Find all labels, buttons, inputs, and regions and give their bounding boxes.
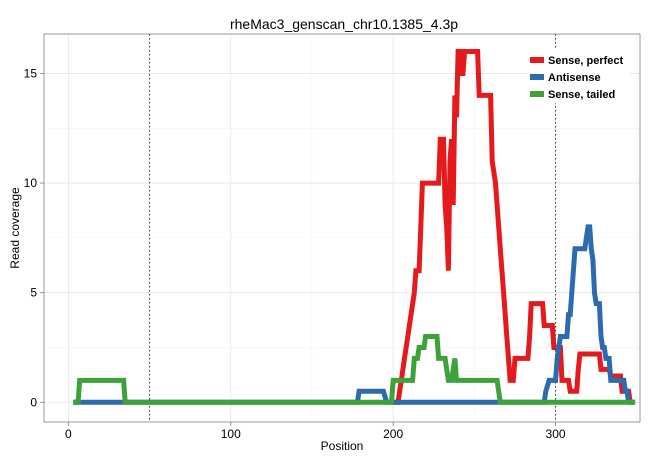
y-tick-label: 5 bbox=[30, 286, 37, 300]
y-tick-label: 15 bbox=[24, 66, 38, 80]
legend-swatch bbox=[530, 74, 544, 80]
plot-border bbox=[43, 33, 641, 423]
x-axis-ticks: 0 100 200 300 bbox=[65, 422, 566, 441]
y-axis-title: Read coverage bbox=[8, 187, 22, 269]
legend-label: Sense, tailed bbox=[548, 89, 615, 101]
legend-label: Sense, perfect bbox=[548, 55, 624, 67]
series-lines bbox=[73, 49, 636, 405]
chart-title: rheMac3_genscan_chr10.1385_4.3p bbox=[230, 16, 458, 32]
legend-label: Antisense bbox=[548, 72, 601, 84]
legend-swatch bbox=[530, 91, 544, 97]
x-axis-title: Position bbox=[321, 439, 364, 453]
x-tick-label: 0 bbox=[65, 427, 72, 441]
series-line-sense-perfect bbox=[393, 49, 633, 405]
y-axis-ticks: 0 5 10 15 bbox=[24, 66, 44, 409]
x-tick-label: 100 bbox=[221, 427, 241, 441]
y-tick-label: 10 bbox=[24, 176, 38, 190]
series-line-sense-tailed bbox=[73, 334, 636, 405]
series-line-antisense bbox=[73, 224, 636, 405]
legend-box bbox=[527, 48, 630, 103]
legend: Sense, perfect Antisense Sense, tailed bbox=[527, 48, 630, 103]
x-tick-label: 200 bbox=[383, 427, 403, 441]
y-tick-label: 0 bbox=[30, 395, 37, 409]
x-tick-label: 300 bbox=[546, 427, 566, 441]
legend-swatch bbox=[530, 57, 544, 63]
